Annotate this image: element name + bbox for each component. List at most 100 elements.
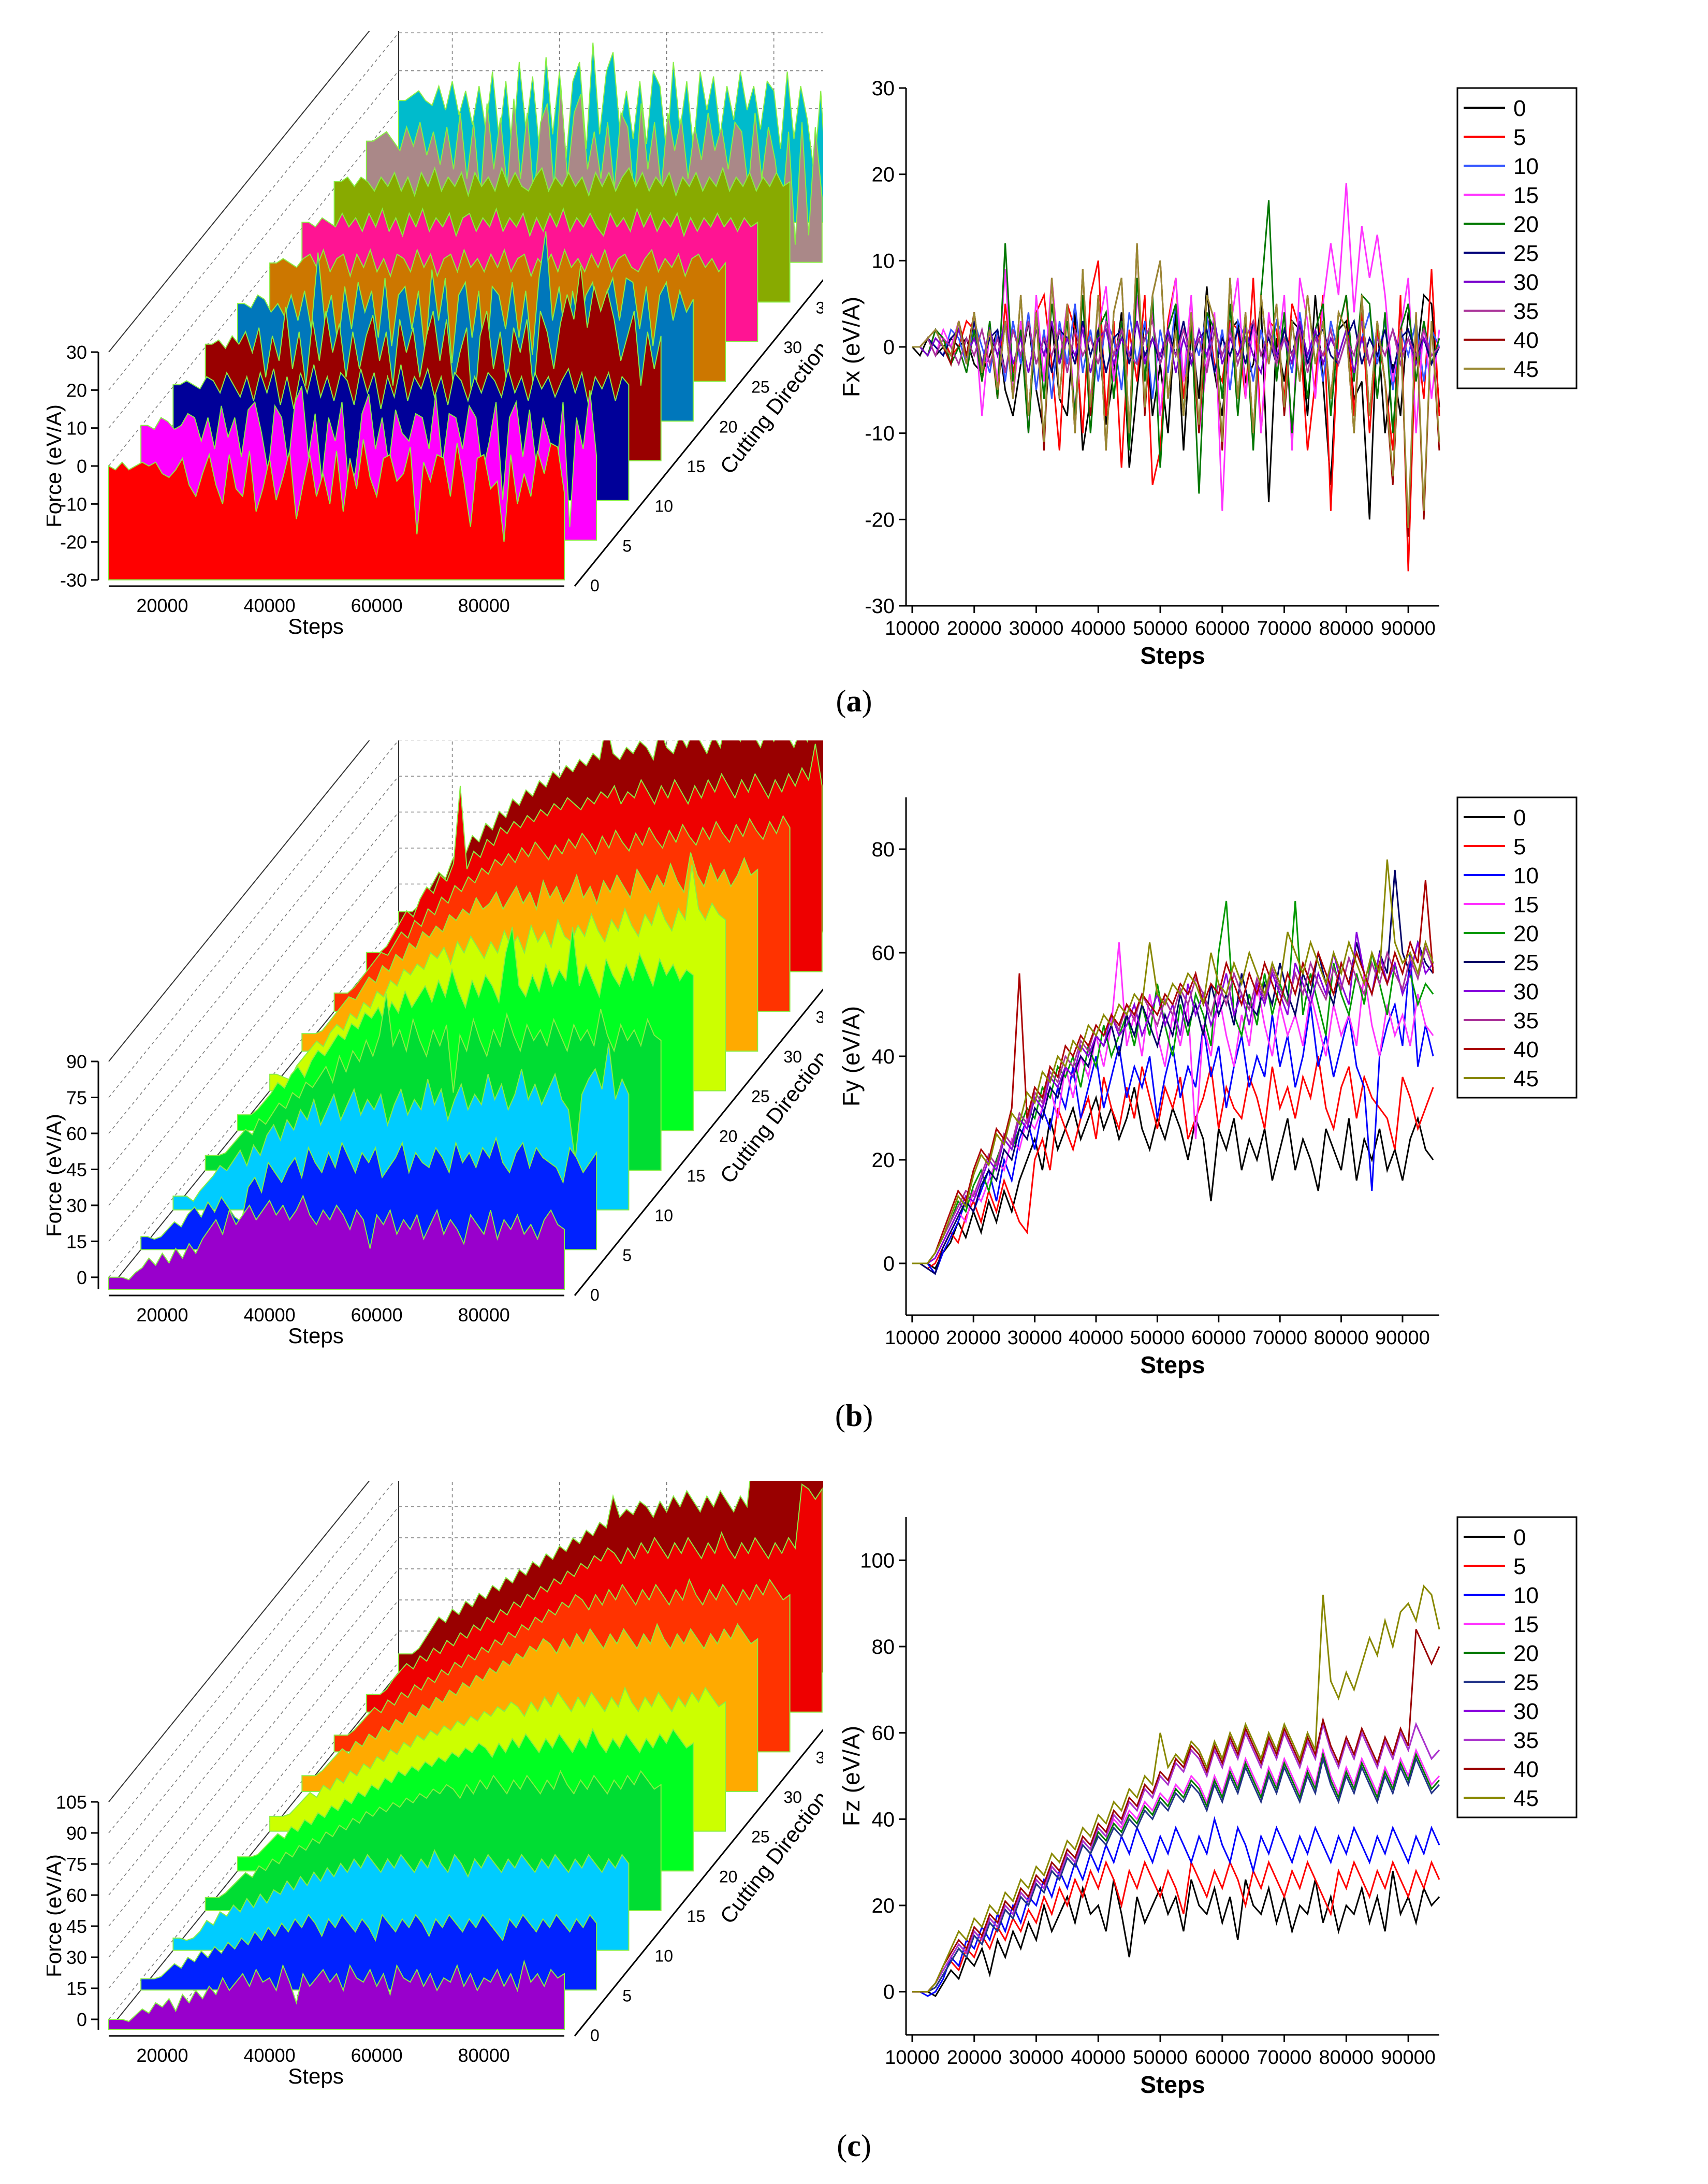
z-tick-label: 0 [590, 1286, 600, 1304]
z-tick-label: 30 [783, 338, 802, 357]
x-tick-label: 90000 [1381, 2047, 1436, 2069]
y-tick-label: 40 [872, 1808, 895, 1831]
plot-3d: 90 75 60 45 30 15 0 20000 40000 60000 80000 Steps Fo… [47, 740, 823, 1348]
z-tick-label: 15 [687, 1907, 706, 1926]
z-tick-label: 25 [751, 1828, 770, 1846]
y-axis-label: Force (eV/A) [47, 404, 66, 528]
area-layer-0 [108, 1194, 565, 1290]
x-tick-label: 20000 [136, 595, 188, 616]
y-axis-label: Fz (eV/A) [838, 1726, 865, 1826]
x-tick-label: 10000 [885, 618, 940, 639]
x-tick-label: 20000 [946, 1327, 1001, 1349]
grid-line [108, 1630, 399, 1989]
x-tick-label: 70000 [1257, 618, 1312, 639]
legend-entry-15: 15 [1513, 1612, 1539, 1637]
grid-line [108, 883, 399, 1242]
grid-line [108, 1481, 395, 1833]
y-tick-label: 10 [66, 418, 87, 439]
series-line-40 [912, 880, 1434, 1264]
legend-entry-45: 45 [1513, 1066, 1539, 1091]
axis-edge [108, 740, 370, 1062]
z-axis [574, 279, 823, 587]
z-tick-label: 10 [654, 497, 673, 516]
y-tick-label: -10 [60, 493, 87, 515]
legend-entry-45: 45 [1513, 357, 1539, 382]
y-tick-label: 30 [872, 77, 895, 100]
y-tick-label: 20 [872, 1149, 895, 1172]
z-axis [574, 1728, 823, 2036]
series-line-5 [912, 1859, 1440, 1993]
y-tick-label: 20 [872, 164, 895, 186]
y-tick-label: 100 [860, 1549, 895, 1572]
z-tick-label: 30 [783, 1788, 802, 1807]
y-tick-label: 75 [66, 1087, 87, 1108]
legend-entry-5: 5 [1513, 1554, 1526, 1579]
y-tick-label: 45 [66, 1916, 87, 1937]
fy-line-chart: 80 60 40 20 0 10000 20000 30000 40000 50000 60000 7… [838, 796, 1578, 1378]
z-tick-label: 15 [687, 1167, 706, 1185]
x-tick-label: 20000 [947, 2047, 1002, 2069]
grid-line [108, 70, 399, 429]
y-tick-label: 0 [77, 2009, 87, 2030]
x-tick-label: 40000 [244, 1304, 296, 1326]
x-axis-label: Steps [288, 2064, 343, 2088]
series-line-25 [912, 869, 1434, 1275]
x-tick-label: 60000 [351, 595, 403, 616]
x-tick-label: 90000 [1375, 1327, 1430, 1349]
z-tick-label: 0 [590, 576, 600, 595]
z-tick-label: 20 [719, 1867, 738, 1886]
y-tick-label: 60 [66, 1123, 87, 1144]
x-tick-label: 40000 [1069, 1327, 1123, 1349]
y-tick-label: 15 [66, 1231, 87, 1252]
legend-entry-45: 45 [1513, 1786, 1539, 1811]
grid-line [108, 1662, 399, 2020]
series-line-0 [912, 1871, 1440, 1998]
x-tick-label: 50000 [1133, 618, 1188, 639]
panel-label-c: (c) [837, 2129, 871, 2163]
x-tick-label: 80000 [1319, 2047, 1374, 2069]
series-line-25 [912, 1755, 1440, 1993]
grid-line [108, 1537, 399, 1896]
z-tick-label: 35 [816, 1748, 823, 1767]
grid-line [108, 740, 399, 1098]
grid-line [108, 32, 399, 390]
legend-entry-20: 20 [1513, 921, 1539, 947]
x-tick-label: 90000 [1381, 618, 1436, 639]
grid-line [108, 1506, 399, 1865]
x-tick-label: 20000 [136, 2045, 188, 2066]
x-tick-label: 40000 [1071, 2047, 1126, 2069]
legend-entry-5: 5 [1513, 125, 1526, 150]
x-tick-label: 20000 [947, 618, 1002, 639]
x-tick-label: 40000 [1071, 618, 1126, 639]
legend-box [1456, 87, 1578, 389]
panel-c: 105 90 75 60 45 30 15 0 20000 40000 60000 80000 Step… [0, 1450, 1708, 2184]
axis-edge [108, 1672, 399, 2030]
legend-entry-0: 0 [1513, 96, 1526, 121]
series-line-45 [912, 243, 1440, 529]
x-tick-label: 10000 [885, 2047, 940, 2069]
z-tick-label: 0 [590, 2026, 600, 2045]
x-axis-label: Steps [1140, 642, 1205, 669]
legend-entry-25: 25 [1513, 241, 1539, 266]
series-line-40 [912, 1629, 1440, 1993]
y-tick-label: 45 [66, 1159, 87, 1180]
y-tick-label: 20 [872, 1895, 895, 1917]
x-tick-label: 60000 [1191, 1327, 1246, 1349]
y-tick-label: 75 [66, 1854, 87, 1875]
z-tick-label: 5 [622, 536, 632, 555]
z-tick-label: 35 [816, 1008, 823, 1026]
panel-label-a: (a) [836, 684, 872, 718]
legend-entry-15: 15 [1513, 892, 1539, 918]
series-line-20 [912, 1751, 1440, 1993]
legend-entry-5: 5 [1513, 834, 1526, 860]
z-tick-label: 5 [622, 1986, 632, 2005]
y-tick-label: 0 [883, 1981, 895, 2004]
y-tick-label: 30 [66, 1195, 87, 1216]
legend-entry-25: 25 [1513, 950, 1539, 975]
legend-entry-20: 20 [1513, 212, 1539, 237]
area-layer-0 [108, 1959, 565, 2030]
force-3d-chart-b: 90 75 60 45 30 15 0 20000 40000 60000 80000 Steps Fo… [47, 740, 823, 1348]
series-line-30 [912, 321, 1440, 376]
